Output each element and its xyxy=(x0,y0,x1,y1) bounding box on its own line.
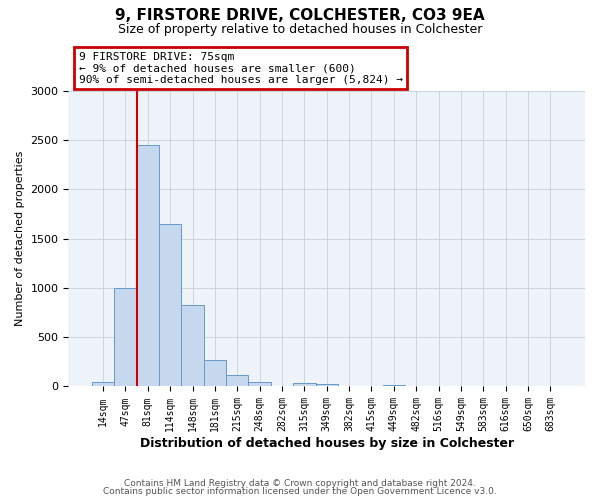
Bar xyxy=(159,224,181,386)
Bar xyxy=(293,382,316,386)
Text: 9, FIRSTORE DRIVE, COLCHESTER, CO3 9EA: 9, FIRSTORE DRIVE, COLCHESTER, CO3 9EA xyxy=(115,8,485,22)
Bar xyxy=(248,382,271,386)
X-axis label: Distribution of detached houses by size in Colchester: Distribution of detached houses by size … xyxy=(140,437,514,450)
Bar xyxy=(137,145,159,386)
Text: Contains HM Land Registry data © Crown copyright and database right 2024.: Contains HM Land Registry data © Crown c… xyxy=(124,478,476,488)
Text: Size of property relative to detached houses in Colchester: Size of property relative to detached ho… xyxy=(118,22,482,36)
Bar xyxy=(316,384,338,386)
Bar xyxy=(204,360,226,386)
Bar xyxy=(114,288,137,386)
Text: Contains public sector information licensed under the Open Government Licence v3: Contains public sector information licen… xyxy=(103,487,497,496)
Y-axis label: Number of detached properties: Number of detached properties xyxy=(15,151,25,326)
Bar xyxy=(226,374,248,386)
Bar xyxy=(383,384,405,386)
Text: 9 FIRSTORE DRIVE: 75sqm
← 9% of detached houses are smaller (600)
90% of semi-de: 9 FIRSTORE DRIVE: 75sqm ← 9% of detached… xyxy=(79,52,403,85)
Bar xyxy=(181,304,204,386)
Bar xyxy=(92,382,114,386)
